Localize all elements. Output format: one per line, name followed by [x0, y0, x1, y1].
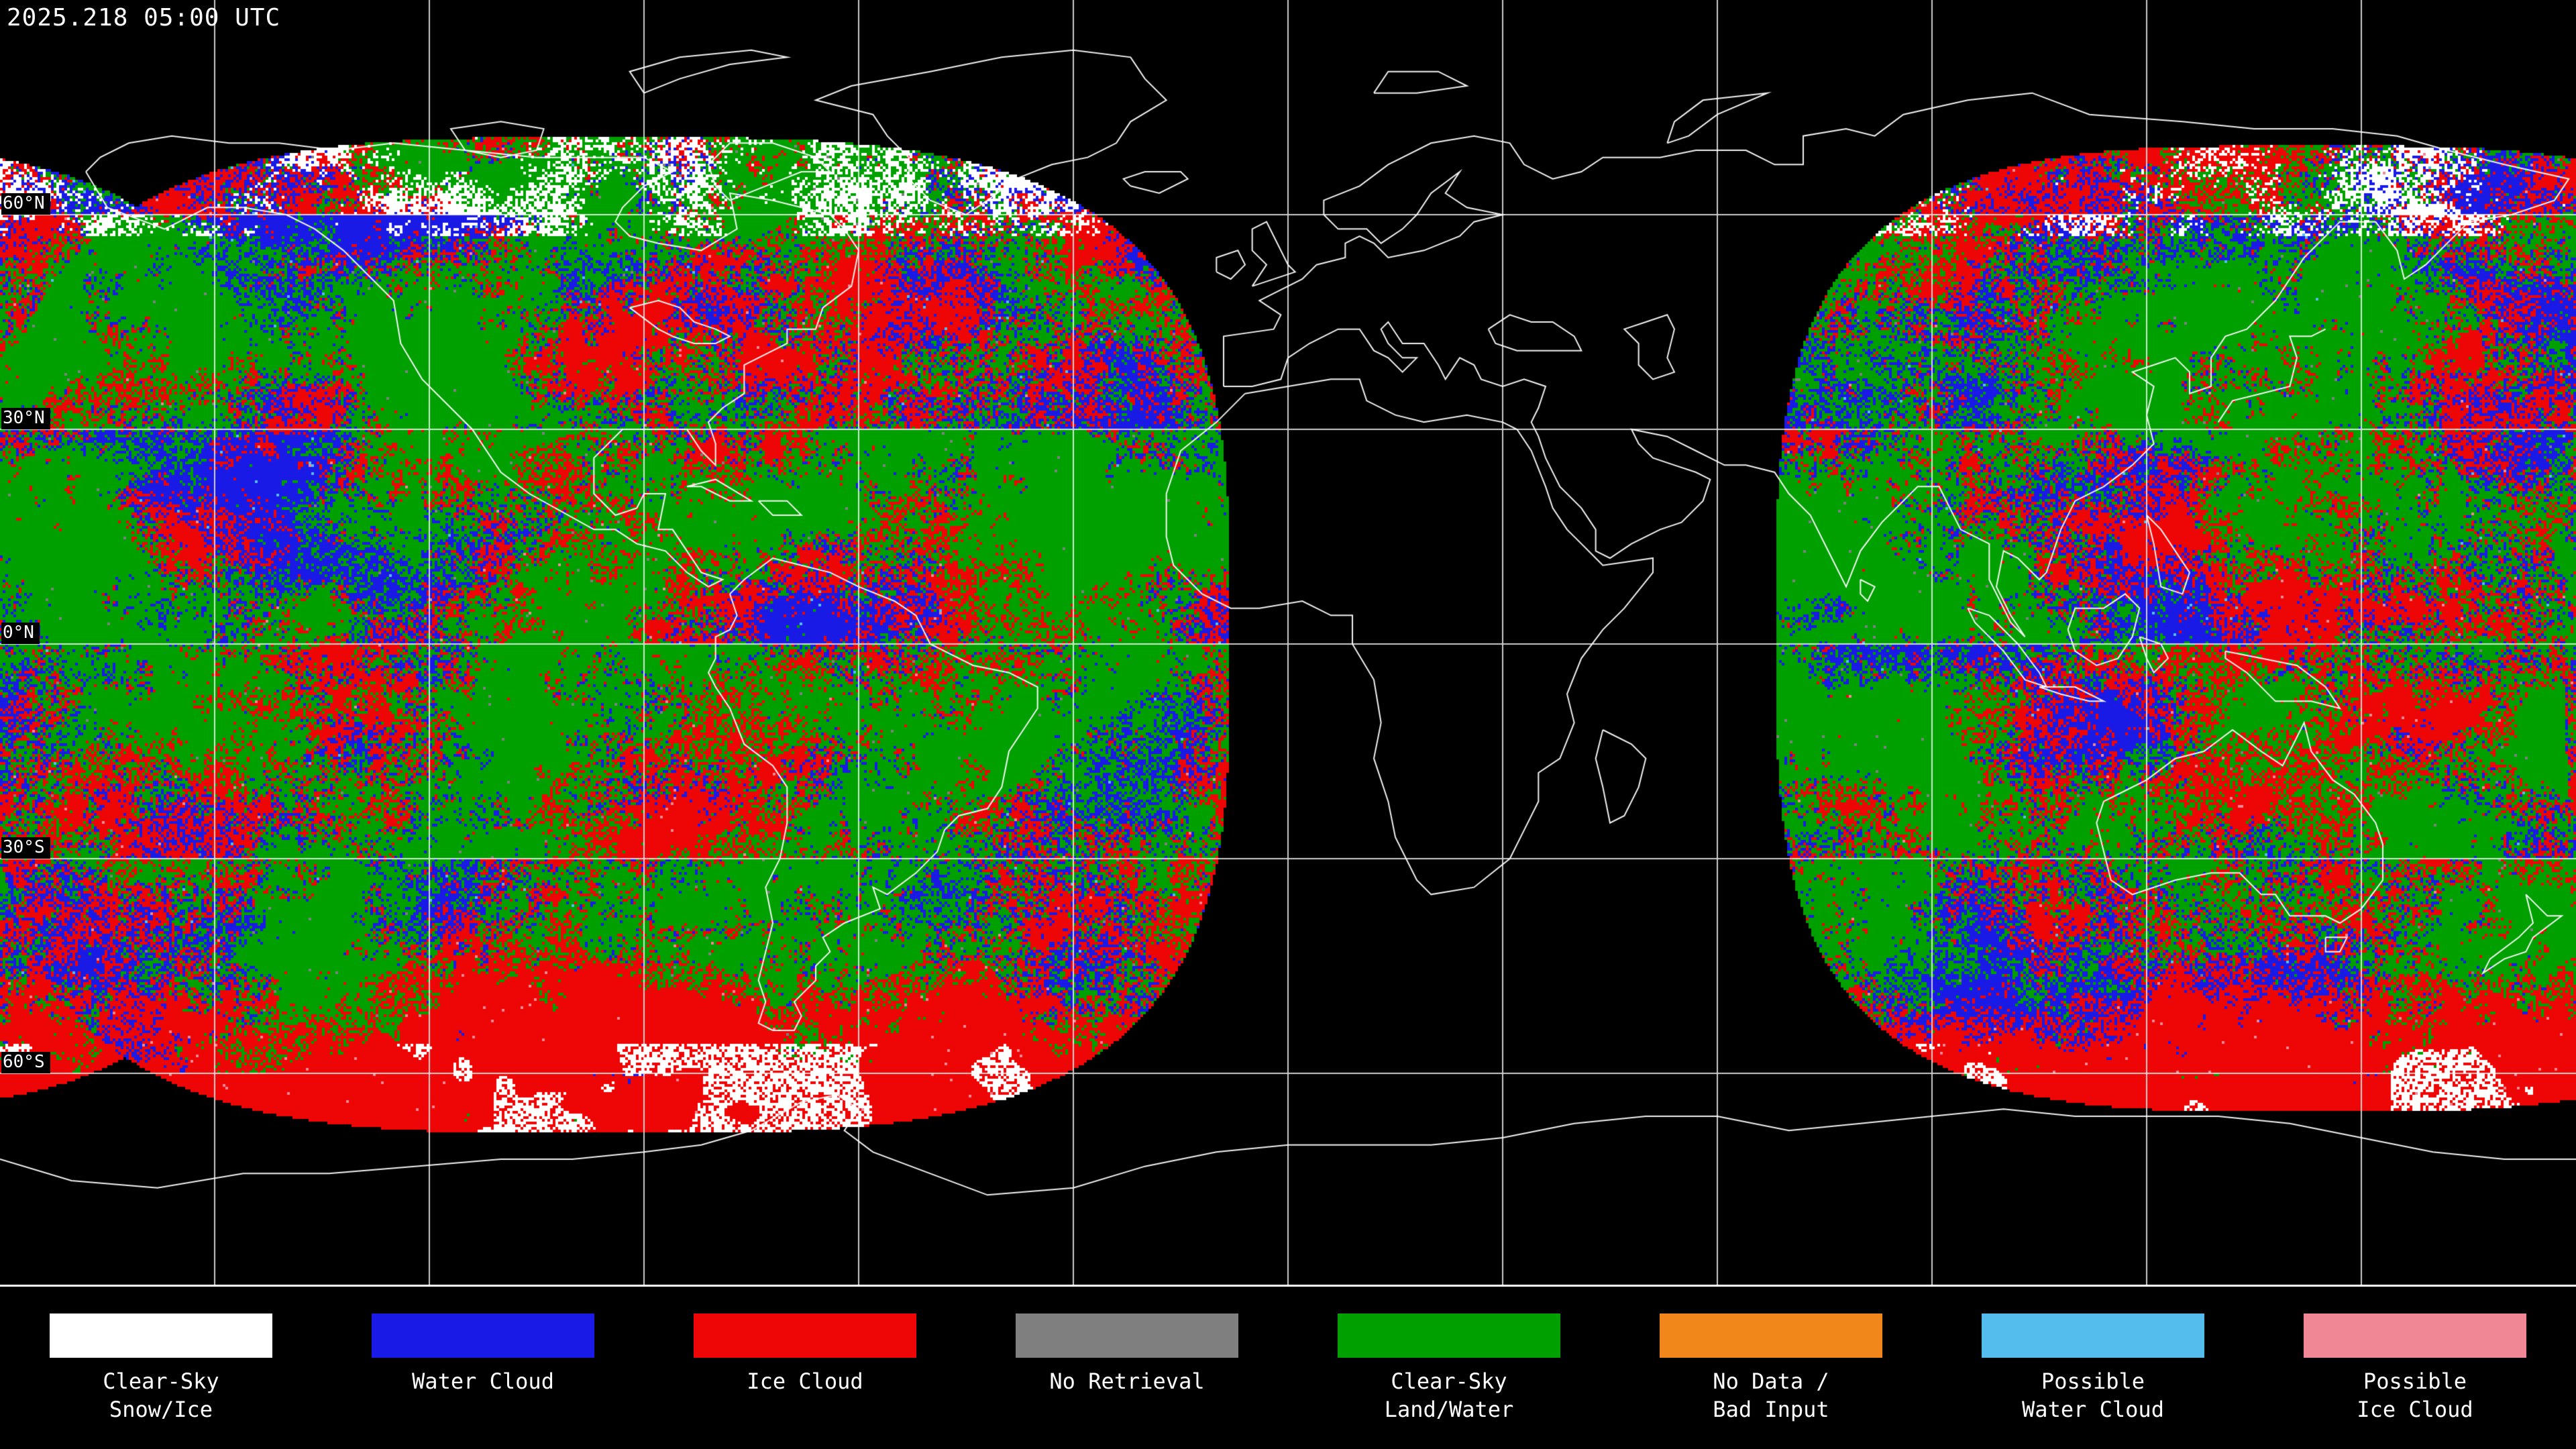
lat-label-0n: 0°N — [1, 623, 40, 644]
clear-sky-land-water-swatch — [1338, 1313, 1560, 1358]
timestamp: 2025.218 05:00 UTC — [7, 4, 281, 32]
legend-item-label: No Data / Bad Input — [1713, 1368, 1829, 1422]
legend-item-label: Ice Cloud — [747, 1368, 863, 1394]
legend-item-label: Water Cloud — [412, 1368, 554, 1394]
legend-item-water-cloud: Water Cloud — [322, 1287, 644, 1449]
lat-label-30n: 30°N — [1, 408, 50, 429]
clear-sky-snow-ice-swatch — [50, 1313, 272, 1358]
possible-water-cloud-swatch — [1982, 1313, 2204, 1358]
ice-cloud-swatch — [694, 1313, 916, 1358]
map-legend-divider — [0, 1285, 2576, 1287]
legend-item-no-data-bad-input: No Data / Bad Input — [1610, 1287, 1932, 1449]
lat-label-30s: 30°S — [1, 837, 50, 859]
legend-item-possible-ice-cloud: Possible Ice Cloud — [2254, 1287, 2576, 1449]
legend-item-possible-water-cloud: Possible Water Cloud — [1932, 1287, 2254, 1449]
lat-label-60n: 60°N — [1, 193, 50, 215]
legend: Clear-Sky Snow/Ice Water Cloud Ice Cloud… — [0, 1287, 2576, 1449]
legend-item-label: No Retrieval — [1049, 1368, 1205, 1394]
possible-ice-cloud-swatch — [2304, 1313, 2526, 1358]
no-retrieval-swatch — [1016, 1313, 1238, 1358]
legend-item-ice-cloud: Ice Cloud — [644, 1287, 966, 1449]
legend-item-label: Possible Water Cloud — [2022, 1368, 2164, 1422]
legend-item-no-retrieval: No Retrieval — [966, 1287, 1288, 1449]
legend-item-clear-sky-snow-ice: Clear-Sky Snow/Ice — [0, 1287, 322, 1449]
legend-item-label: Clear-Sky Snow/Ice — [103, 1368, 219, 1422]
lat-label-60s: 60°S — [1, 1052, 50, 1073]
legend-item-clear-sky-land-water: Clear-Sky Land/Water — [1288, 1287, 1610, 1449]
water-cloud-swatch — [372, 1313, 594, 1358]
legend-item-label: Possible Ice Cloud — [2357, 1368, 2473, 1422]
no-data-bad-input-swatch — [1660, 1313, 1882, 1358]
cloud-phase-map-canvas — [0, 0, 2576, 1285]
legend-item-label: Clear-Sky Land/Water — [1384, 1368, 1514, 1422]
